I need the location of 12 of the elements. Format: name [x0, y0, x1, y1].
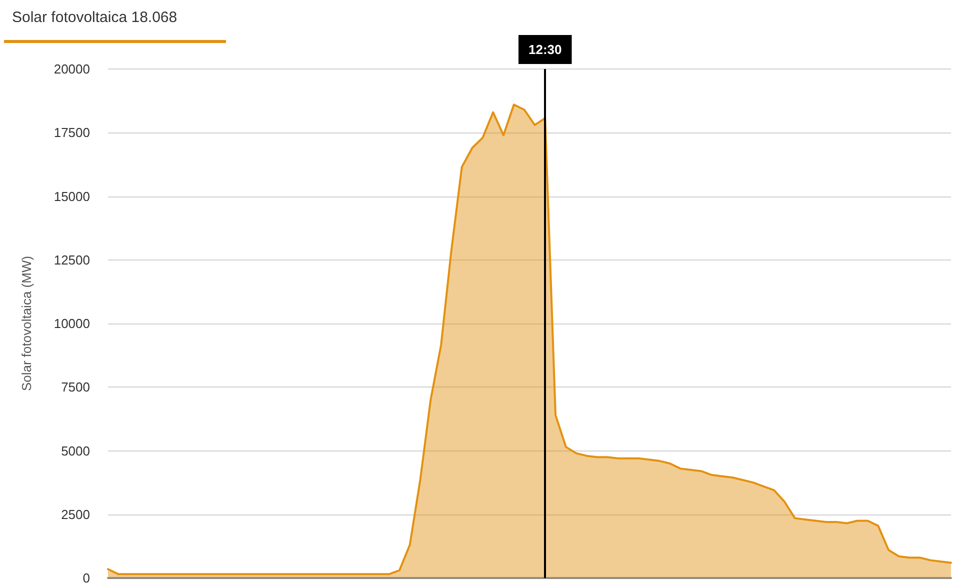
y-tick-label: 10000 — [54, 316, 90, 331]
y-tick-label: 2500 — [61, 506, 90, 522]
y-tick-label: 17500 — [54, 125, 90, 140]
y-tick-label: 7500 — [61, 380, 90, 395]
y-tick-label: 20000 — [54, 62, 90, 76]
y-axis-title: Solar fotovoltaica (MW) — [19, 256, 34, 392]
text: Solar fotovoltaica 18.068 — [12, 9, 178, 26]
text: 12:30 — [528, 42, 562, 57]
y-tick-label: 15000 — [54, 188, 90, 204]
y-tick-label: 0 — [82, 570, 90, 586]
y-tick-label: 12500 — [54, 252, 90, 268]
y-tick-label: 5000 — [61, 443, 90, 458]
